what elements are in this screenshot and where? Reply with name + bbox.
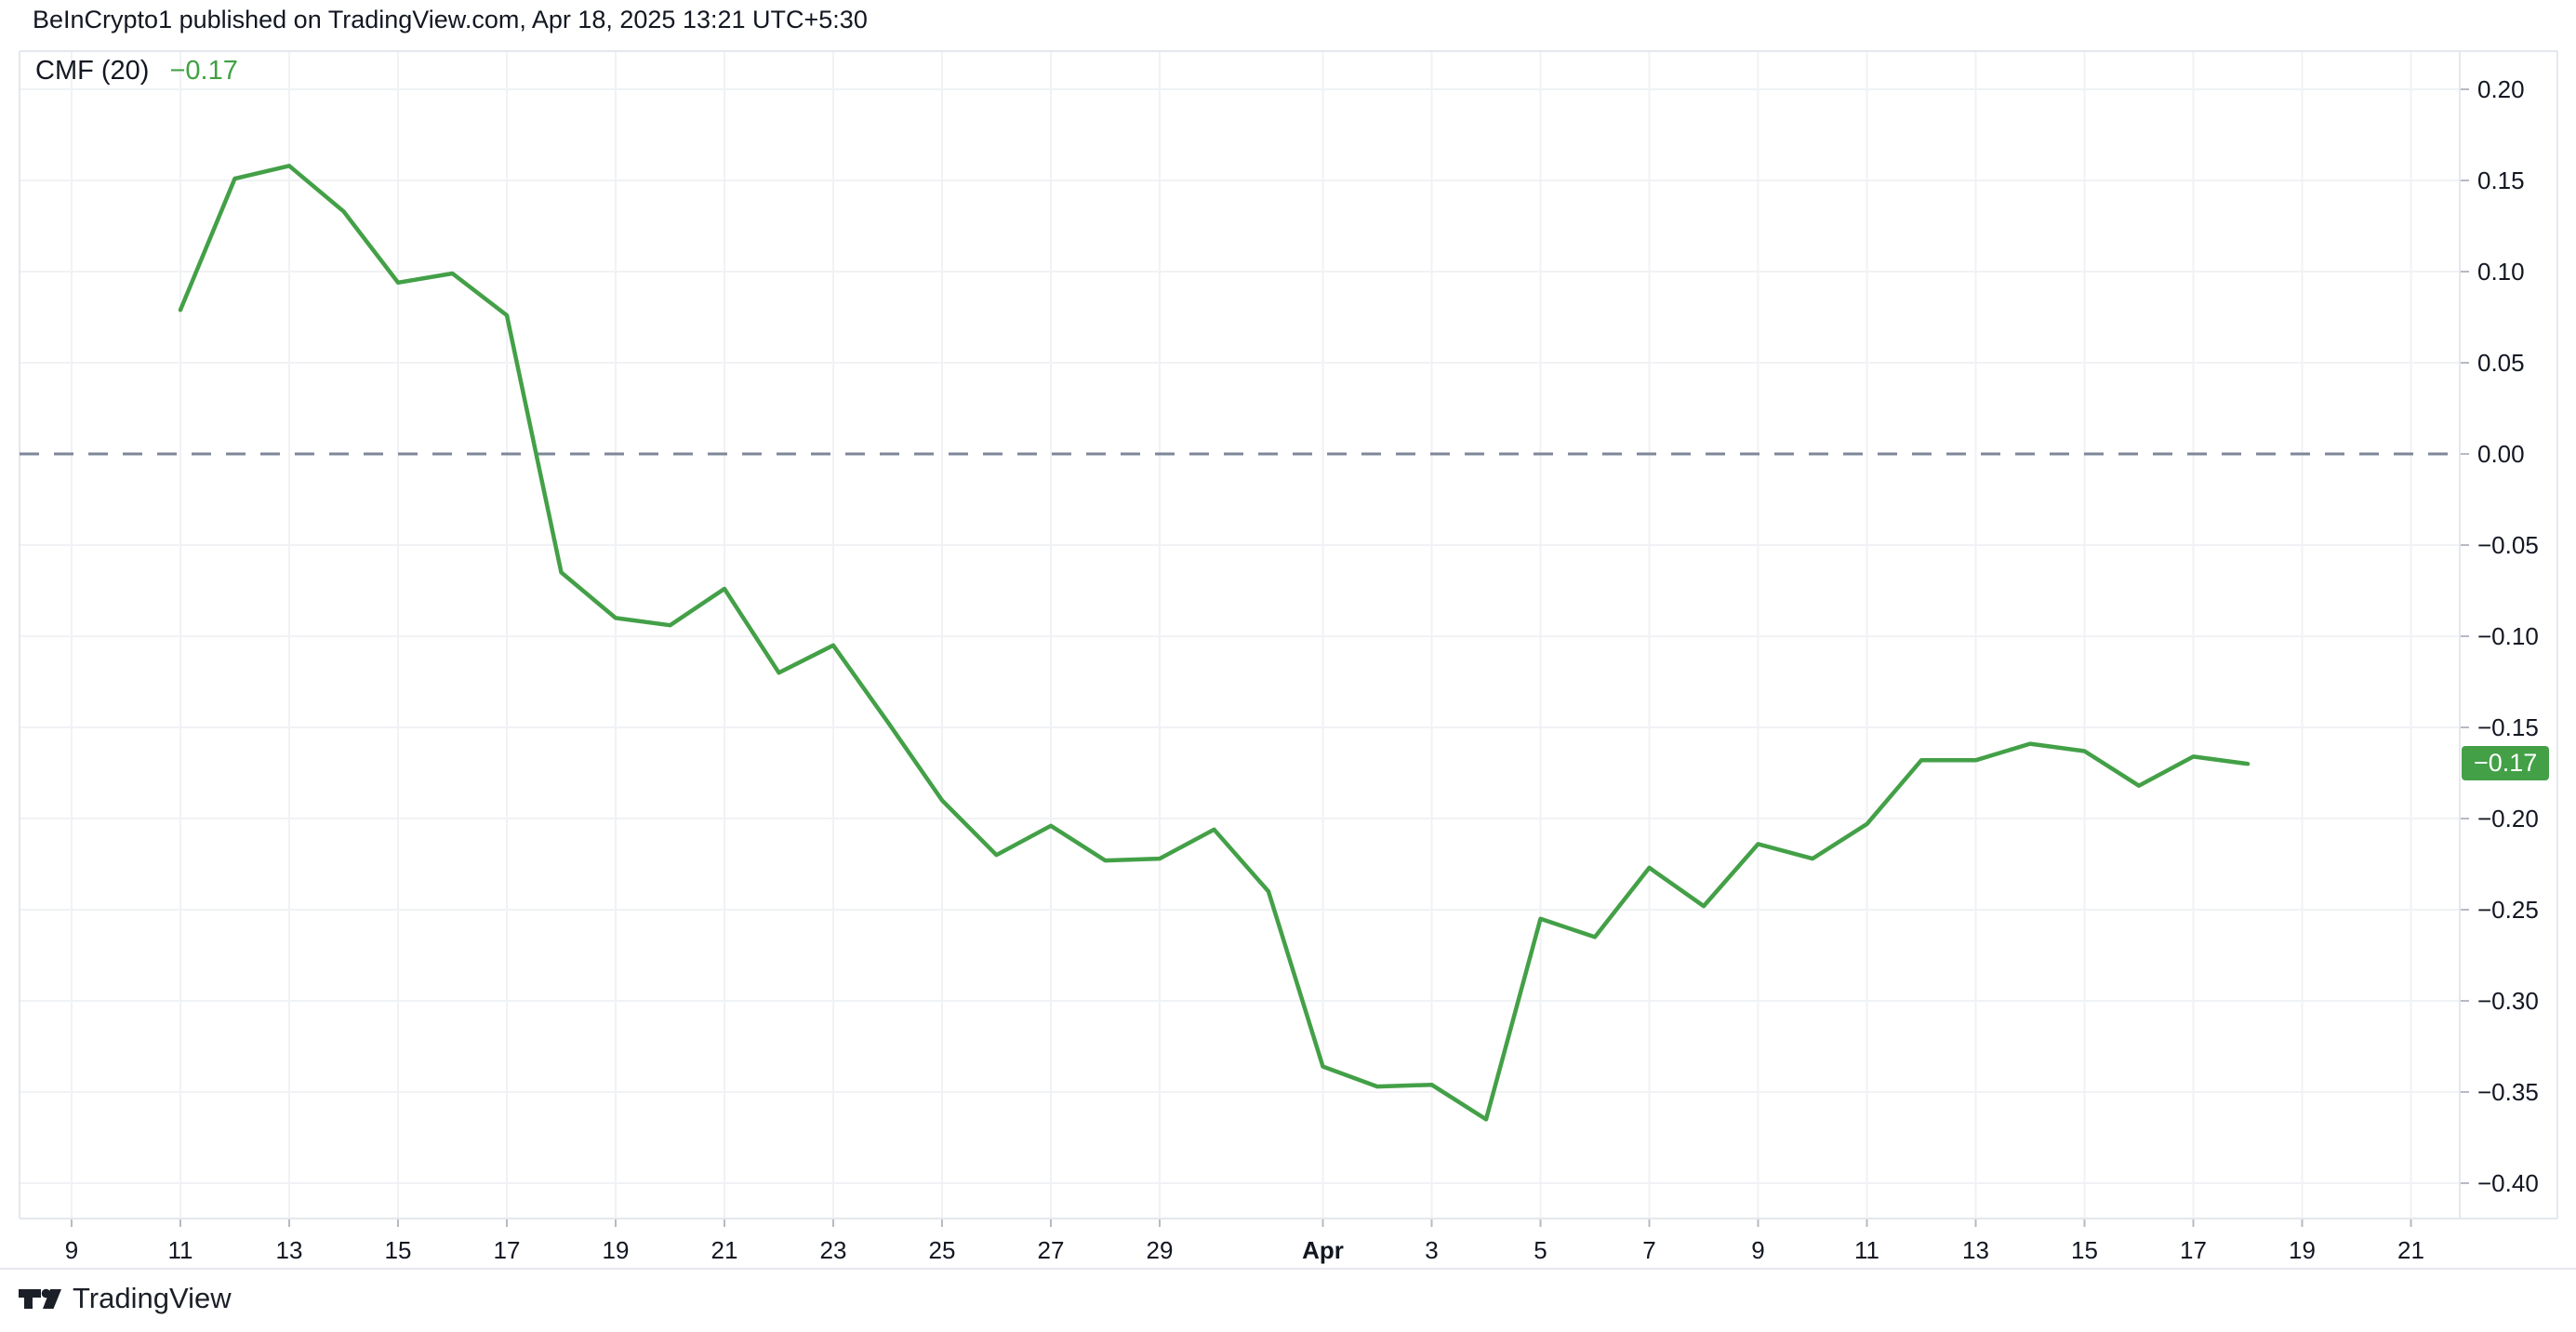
indicator-legend: CMF (20) −0.17 bbox=[35, 56, 238, 87]
time-scale-label[interactable]: 7 bbox=[1642, 1236, 1655, 1264]
price-scale-label[interactable]: 0.20 bbox=[2477, 75, 2525, 103]
time-scale-label[interactable]: 25 bbox=[929, 1236, 956, 1264]
price-scale-label[interactable]: 0.10 bbox=[2477, 258, 2525, 286]
time-scale-label[interactable]: 11 bbox=[168, 1236, 193, 1264]
price-scale-label[interactable]: −0.35 bbox=[2477, 1078, 2539, 1106]
time-scale-label[interactable]: 5 bbox=[1534, 1236, 1547, 1264]
price-scale-label[interactable]: −0.20 bbox=[2477, 805, 2539, 832]
time-scale-label[interactable]: 3 bbox=[1425, 1236, 1438, 1264]
tradingview-logo-icon bbox=[17, 1286, 61, 1312]
publish-attribution-header: BeInCrypto1 published on TradingView.com… bbox=[33, 6, 868, 33]
price-scale-label[interactable]: −0.10 bbox=[2477, 622, 2539, 650]
price-scale-label[interactable]: −0.05 bbox=[2477, 531, 2539, 559]
time-scale-label[interactable]: 21 bbox=[2397, 1236, 2424, 1264]
time-scale-label[interactable]: 13 bbox=[1962, 1236, 1989, 1264]
time-scale-label[interactable]: 19 bbox=[2289, 1236, 2316, 1264]
time-scale-label[interactable]: 29 bbox=[1147, 1236, 1174, 1264]
tradingview-attribution[interactable]: TradingView bbox=[17, 1282, 232, 1315]
price-scale-label[interactable]: −0.25 bbox=[2477, 896, 2539, 924]
time-scale-label[interactable]: 13 bbox=[276, 1236, 303, 1264]
indicator-name: CMF (20) bbox=[35, 56, 150, 86]
time-scale-label[interactable]: 19 bbox=[603, 1236, 630, 1264]
price-scale-label[interactable]: −0.30 bbox=[2477, 987, 2539, 1015]
time-scale-label[interactable]: 23 bbox=[820, 1236, 847, 1264]
indicator-value: −0.17 bbox=[169, 56, 238, 86]
time-scale-label[interactable]: 15 bbox=[2071, 1236, 2098, 1264]
price-scale-label[interactable]: 0.05 bbox=[2477, 349, 2525, 377]
time-scale-label[interactable]: 9 bbox=[65, 1236, 78, 1264]
price-scale-label[interactable]: −0.15 bbox=[2477, 713, 2539, 741]
tradingview-brand-text: TradingView bbox=[73, 1282, 232, 1314]
time-scale-label[interactable]: Apr bbox=[1302, 1236, 1344, 1264]
price-scale-label[interactable]: 0.00 bbox=[2477, 440, 2525, 468]
cmf-indicator-line bbox=[178, 164, 2251, 1122]
price-scale-label[interactable]: 0.15 bbox=[2477, 166, 2525, 194]
last-value-badge: −0.17 bbox=[2462, 746, 2550, 781]
price-scale-label[interactable]: −0.40 bbox=[2477, 1169, 2539, 1197]
time-scale-label[interactable]: 21 bbox=[711, 1236, 738, 1264]
time-scale-label[interactable]: 9 bbox=[1751, 1236, 1764, 1264]
time-scale-label[interactable]: 15 bbox=[385, 1236, 412, 1264]
time-scale-label[interactable]: 17 bbox=[494, 1236, 521, 1264]
time-scale-label[interactable]: 11 bbox=[1854, 1236, 1879, 1264]
time-scale-label[interactable]: 17 bbox=[2180, 1236, 2207, 1264]
time-scale-label[interactable]: 27 bbox=[1038, 1236, 1065, 1264]
